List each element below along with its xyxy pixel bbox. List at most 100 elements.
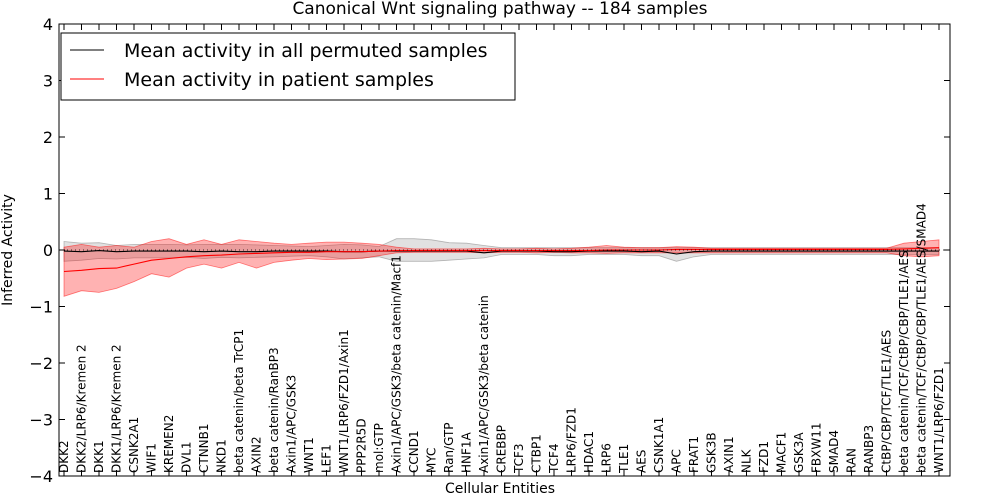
x-tick-label: NKD1 <box>215 439 229 473</box>
x-tick-label: mol:GTP <box>372 423 386 473</box>
data-point-1-12 <box>273 252 274 253</box>
x-tick-label: DKK1 <box>92 440 106 473</box>
data-point-0-6 <box>168 251 169 252</box>
data-point-0-28 <box>553 251 554 252</box>
data-point-0-29 <box>571 251 572 252</box>
data-point-0-33 <box>641 251 642 252</box>
x-tick-label: GSK3A <box>792 432 806 473</box>
data-point-0-12 <box>273 251 274 252</box>
x-tick-label: FRAT1 <box>687 436 701 473</box>
data-point-0-38 <box>728 251 729 252</box>
data-point-0-13 <box>291 251 292 252</box>
x-tick-label: NLK <box>740 448 754 473</box>
x-tick-label: WNT1 <box>302 437 316 473</box>
x-tick-label: WNT1/LRP6/FZD1/Axin1 <box>337 329 351 473</box>
series-line-1 <box>63 247 940 273</box>
data-point-1-15 <box>326 251 327 252</box>
data-point-0-39 <box>746 251 747 252</box>
data-point-1-8 <box>203 255 204 256</box>
y-tick-label: −4 <box>29 467 53 486</box>
data-point-0-10 <box>238 251 239 252</box>
data-point-1-11 <box>256 253 257 254</box>
x-tick-label: beta catenin/beta TrCP1 <box>232 329 246 473</box>
y-tick-label: 0 <box>43 241 53 260</box>
data-point-1-18 <box>378 251 379 252</box>
data-point-0-32 <box>623 251 624 252</box>
x-tick-label: MACF1 <box>775 432 789 473</box>
y-tick-label: −3 <box>29 411 53 430</box>
x-axis-label: Cellular Entities <box>445 481 555 497</box>
y-axis-label: Inferred Activity <box>0 194 16 306</box>
data-point-1-46 <box>868 249 869 250</box>
y-tick-label: 3 <box>43 72 53 91</box>
data-point-0-41 <box>781 251 782 252</box>
x-tick-label: LEF1 <box>320 444 334 473</box>
data-point-1-48 <box>903 248 904 249</box>
x-tick-label: Axin1/APC/GSK3/beta catenin/Macf1 <box>390 255 404 473</box>
data-point-1-22 <box>448 250 449 251</box>
data-point-0-36 <box>693 251 694 252</box>
x-tick-label: CREBBP <box>495 425 509 473</box>
data-point-1-17 <box>361 251 362 252</box>
x-tick-label: FZD1 <box>757 441 771 473</box>
data-point-0-24 <box>483 252 484 253</box>
data-point-1-33 <box>641 249 642 250</box>
data-point-0-31 <box>606 251 607 252</box>
chart-title: Canonical Wnt signaling pathway -- 184 s… <box>292 0 707 19</box>
data-point-1-10 <box>238 253 239 254</box>
data-point-1-43 <box>816 249 817 250</box>
data-point-1-1 <box>81 270 82 271</box>
x-tick-label: beta catenin/RanBP3 <box>267 347 281 473</box>
data-point-1-39 <box>746 249 747 250</box>
data-point-1-35 <box>676 249 677 250</box>
data-point-0-7 <box>186 251 187 252</box>
x-tick-label: AES <box>635 450 649 473</box>
x-tick-label: DVL1 <box>180 441 194 473</box>
data-point-1-30 <box>588 250 589 251</box>
confidence-bands <box>63 238 940 297</box>
y-tick-label: −2 <box>29 354 53 373</box>
data-point-1-27 <box>536 250 537 251</box>
y-tick-label: 4 <box>43 15 53 34</box>
data-point-0-50 <box>938 251 939 252</box>
data-point-0-42 <box>798 251 799 252</box>
data-point-1-47 <box>886 249 887 250</box>
x-tick-label: FBXW11 <box>810 423 824 474</box>
y-tick-label: 2 <box>43 128 53 147</box>
x-tick-label: CtBP/CBP/TCF/TLE1/AES <box>880 330 894 473</box>
data-point-1-2 <box>98 268 99 269</box>
data-point-0-3 <box>116 251 117 252</box>
data-point-1-25 <box>501 250 502 251</box>
data-point-1-36 <box>693 249 694 250</box>
data-point-0-4 <box>133 251 134 252</box>
data-point-1-41 <box>781 249 782 250</box>
x-tick-label: LRP6/FZD1 <box>565 407 579 473</box>
x-tick-label: WIF1 <box>145 443 159 473</box>
x-tick-label: DKK2 <box>57 440 71 473</box>
data-point-1-38 <box>728 249 729 250</box>
data-point-1-9 <box>221 255 222 256</box>
data-point-1-14 <box>308 252 309 253</box>
data-point-0-5 <box>151 251 152 252</box>
x-tick-label: AXIN2 <box>250 436 264 473</box>
data-point-0-8 <box>203 251 204 252</box>
data-point-1-31 <box>606 249 607 250</box>
data-point-1-19 <box>396 250 397 251</box>
data-point-0-35 <box>676 253 677 254</box>
x-tick-label: PPP2R5D <box>355 418 369 473</box>
legend: Mean activity in all permuted samples Me… <box>60 32 516 101</box>
x-tick-label: CTNNB1 <box>197 423 211 473</box>
x-tick-label: HNF1A <box>460 431 474 473</box>
x-tick-label: DKK2/LRP6/Kremen 2 <box>75 344 89 473</box>
y-axis: −4 −3 −2 −1 0 1 2 3 4 <box>29 15 950 486</box>
data-point-0-40 <box>763 251 764 252</box>
data-point-0-44 <box>833 251 834 252</box>
x-tick-label: TLE1 <box>617 444 631 474</box>
data-point-1-23 <box>466 250 467 251</box>
data-point-1-7 <box>186 256 187 257</box>
data-point-1-6 <box>168 258 169 259</box>
x-tick-label: Axin1/APC/GSK3 <box>285 375 299 473</box>
x-tick-label: CSNK2A1 <box>127 417 141 473</box>
x-tick-label: HDAC1 <box>582 431 596 473</box>
